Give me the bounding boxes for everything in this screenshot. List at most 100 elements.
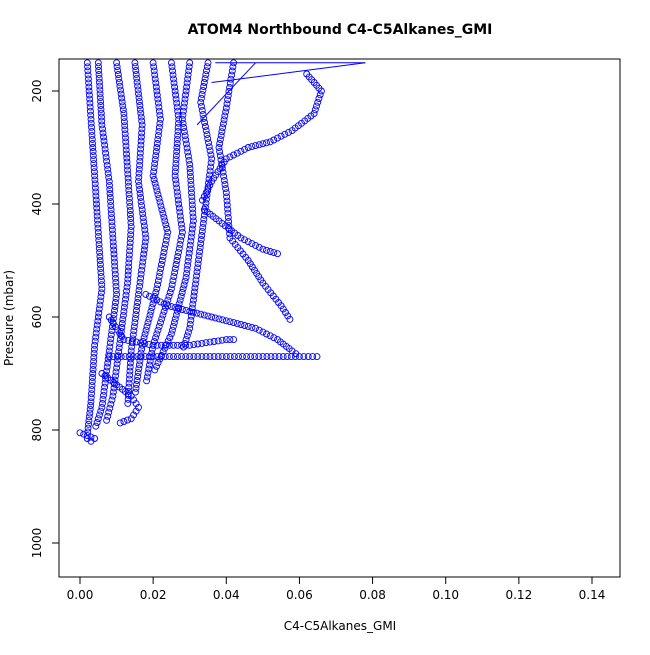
data-point (94, 415, 102, 423)
data-point (90, 349, 98, 357)
data-point (94, 317, 102, 325)
data-point (111, 307, 118, 314)
data-point (229, 63, 237, 71)
data-point (120, 114, 128, 122)
data-point (95, 74, 103, 82)
data-point (90, 353, 98, 361)
data-point (136, 278, 144, 286)
data-point (86, 95, 94, 103)
data-point (151, 366, 159, 374)
data-series-profile (200, 206, 281, 258)
data-point (166, 289, 174, 296)
data-point (90, 357, 98, 365)
data-point (172, 91, 180, 99)
data-point (91, 176, 99, 184)
data-point (113, 59, 121, 67)
data-point (96, 257, 104, 264)
data-point (311, 106, 319, 114)
data-point (139, 210, 147, 218)
data-point (171, 315, 179, 323)
data-point (138, 262, 146, 270)
data-point (136, 190, 144, 197)
data-point (109, 234, 117, 242)
data-point (178, 224, 186, 232)
data-point (139, 254, 147, 262)
data-point (197, 94, 205, 102)
data-point (180, 103, 188, 111)
data-point (124, 416, 131, 424)
data-point (85, 417, 93, 425)
data-point (107, 331, 115, 339)
data-point (187, 312, 195, 320)
data-point (94, 228, 102, 236)
data-point (183, 269, 191, 277)
data-point (132, 338, 140, 346)
data-point (198, 106, 206, 114)
data-point (128, 337, 136, 345)
data-point (230, 319, 238, 327)
data-point (178, 306, 186, 313)
data-point (259, 140, 267, 148)
data-point (103, 363, 111, 371)
data-point (90, 156, 98, 164)
data-point (183, 265, 191, 273)
data-point (107, 206, 115, 214)
data-point (223, 193, 231, 201)
data-point (103, 161, 111, 169)
data-point (172, 156, 180, 164)
data-point (118, 320, 126, 327)
data-point (183, 144, 191, 152)
data-point (220, 176, 228, 184)
data-point (172, 95, 180, 103)
data-point (239, 353, 246, 361)
data-point (194, 353, 202, 361)
data-point (153, 285, 161, 293)
data-point (105, 353, 113, 361)
data-point (182, 140, 190, 148)
data-point (251, 353, 259, 361)
data-point (88, 378, 96, 386)
data-point (233, 320, 241, 328)
data-point (184, 148, 192, 156)
data-point (109, 230, 117, 238)
data-point (126, 239, 134, 247)
data-point (156, 198, 164, 206)
data-point (222, 317, 230, 325)
data-point (140, 218, 148, 226)
data-point (158, 257, 166, 264)
data-point (95, 305, 103, 313)
data-point (155, 322, 163, 330)
data-point (93, 204, 101, 212)
data-point (198, 90, 206, 98)
data-point (96, 297, 104, 305)
data-point (204, 59, 212, 67)
data-point (263, 330, 270, 338)
data-point (171, 168, 179, 176)
data-point (135, 165, 143, 173)
data-point (187, 316, 195, 324)
data-point (107, 400, 115, 408)
data-point (125, 251, 133, 259)
data-point (150, 67, 158, 75)
data-point (292, 350, 300, 358)
data-point (119, 311, 127, 319)
data-point (189, 205, 197, 213)
data-point (89, 140, 96, 147)
data-point (200, 193, 208, 200)
data-point (95, 63, 102, 71)
data-point (173, 144, 181, 151)
data-point (97, 265, 105, 273)
data-point (277, 132, 285, 140)
data-point (101, 383, 109, 391)
x-axis: 0.00 0.02 0.04 0.06 0.08 0.10 0.12 0.14 (67, 576, 605, 602)
data-point (241, 145, 249, 153)
data-point (270, 334, 278, 342)
data-point (185, 156, 193, 164)
data-point (173, 103, 181, 111)
data-point (160, 213, 168, 221)
data-point (198, 102, 205, 110)
data-point (186, 324, 194, 332)
data-point (100, 133, 107, 141)
data-point (111, 270, 119, 278)
data-point (159, 209, 167, 217)
